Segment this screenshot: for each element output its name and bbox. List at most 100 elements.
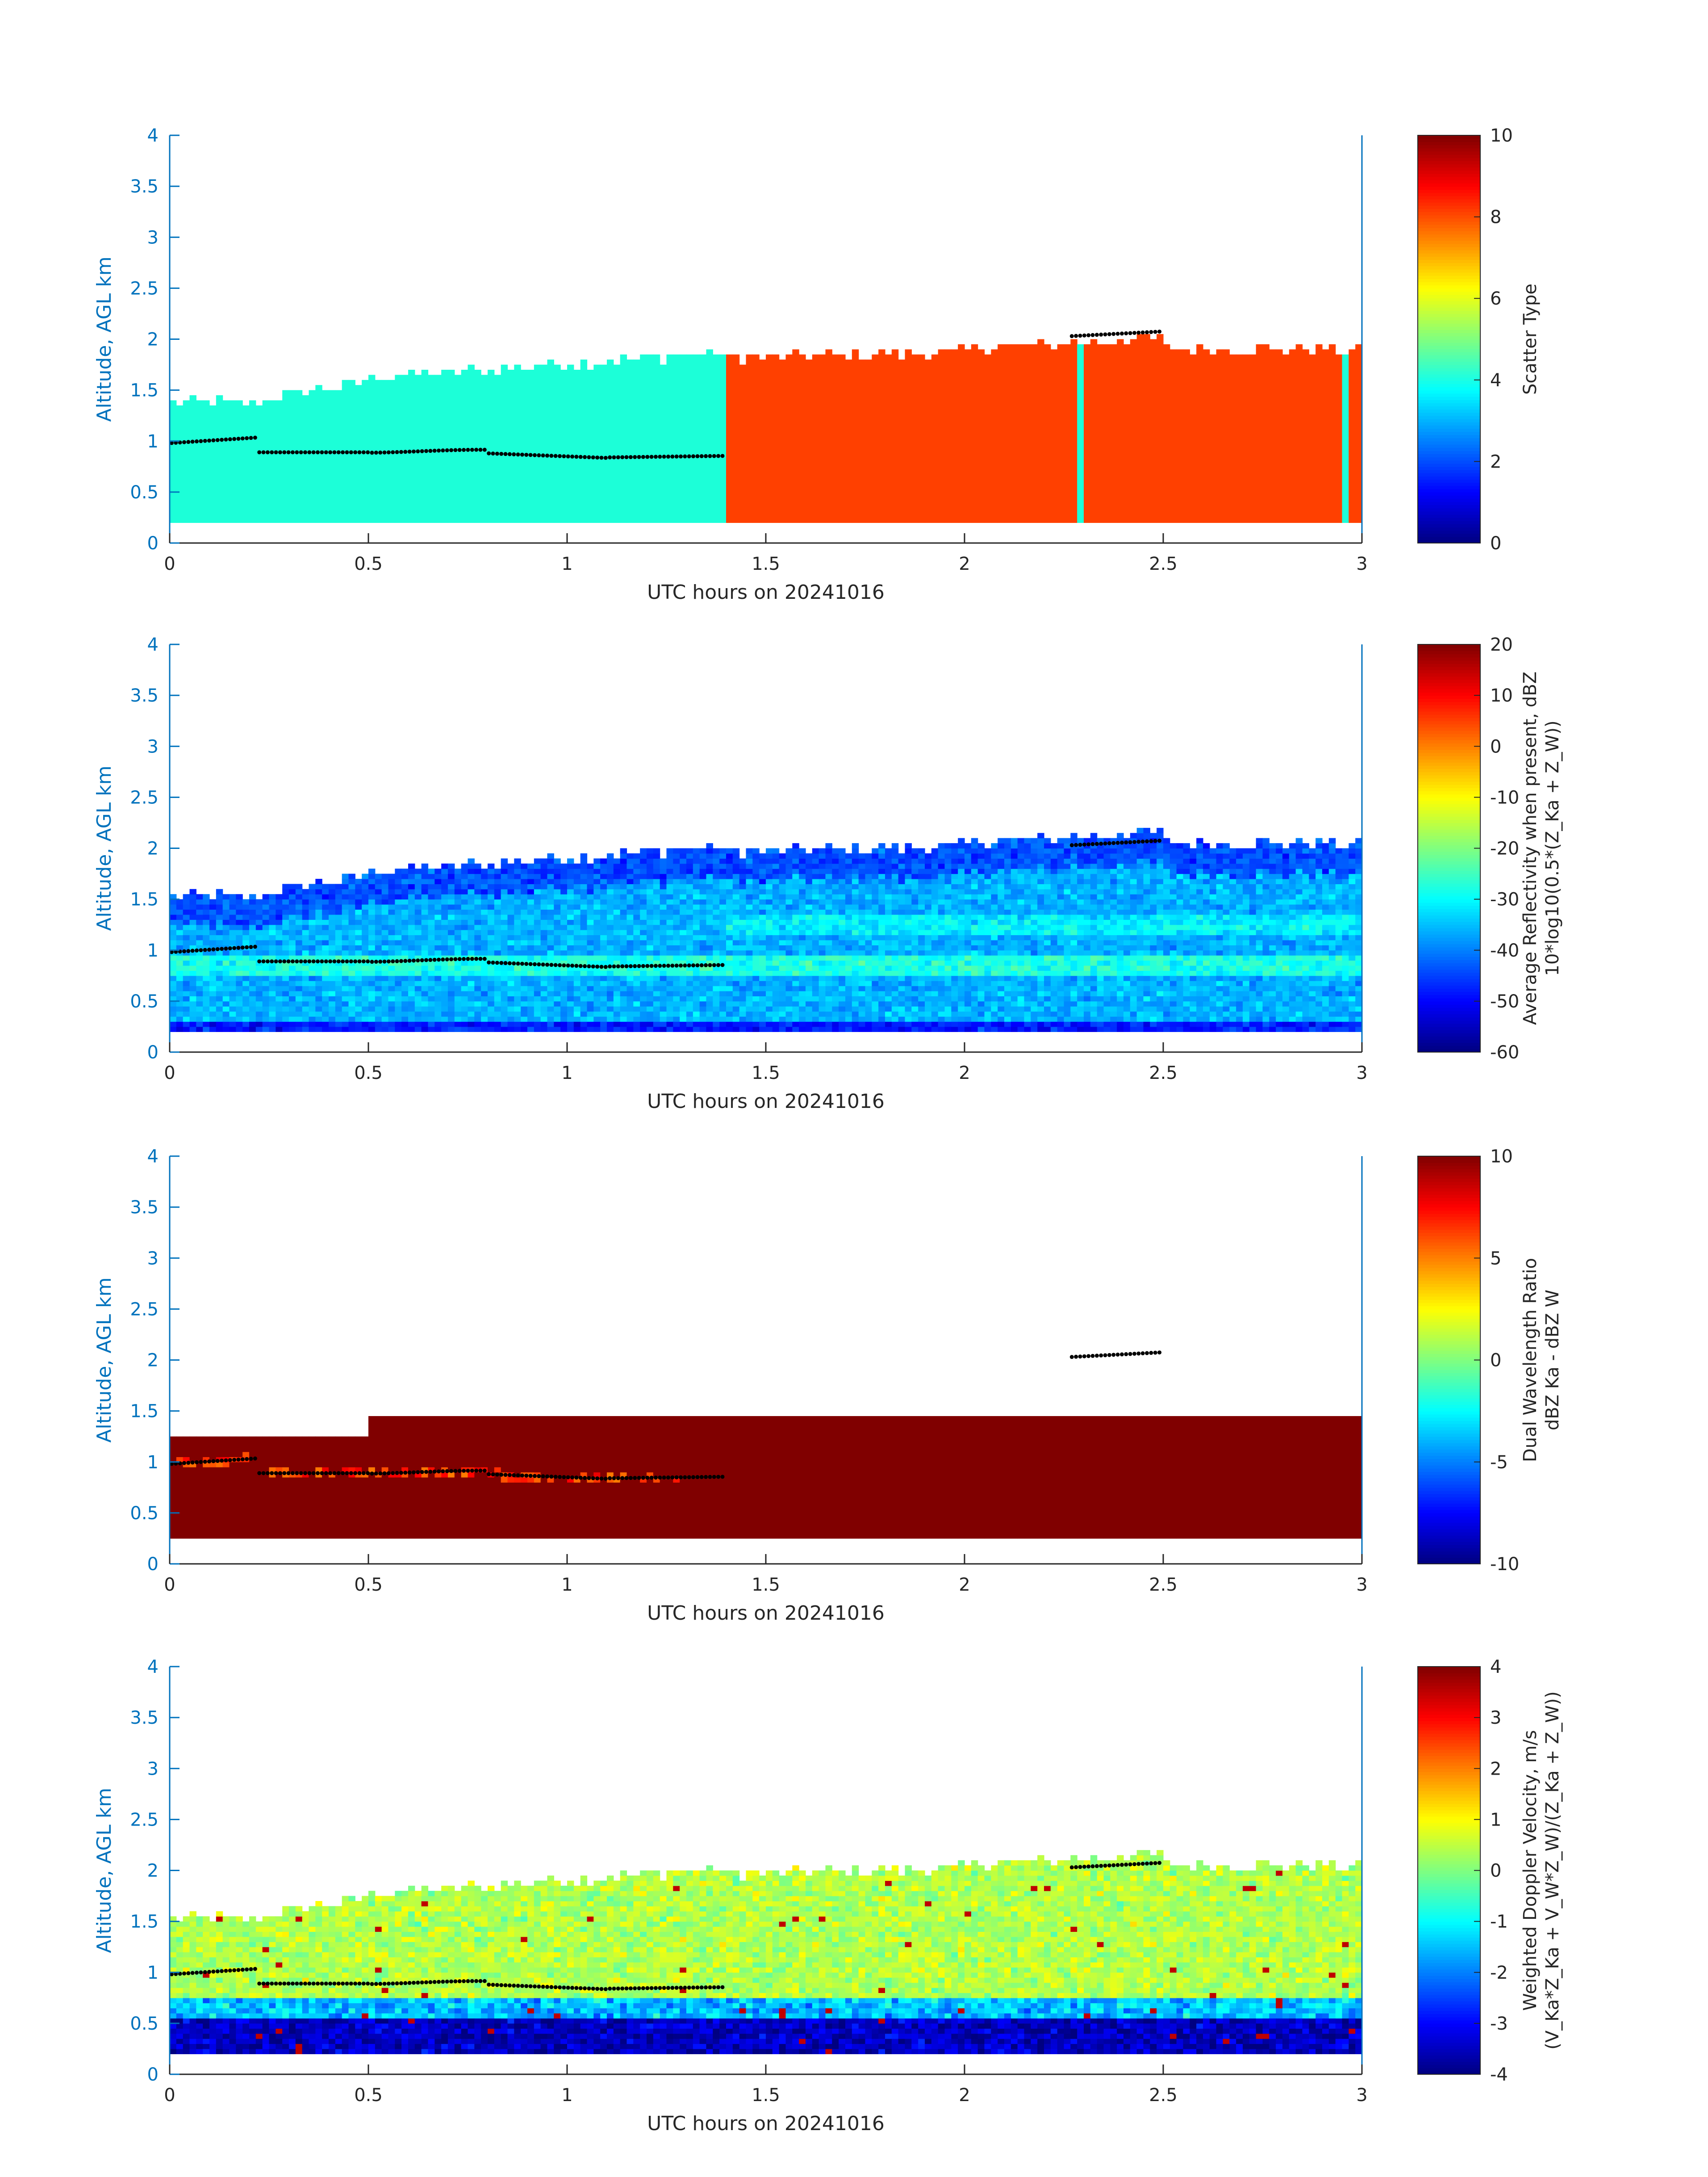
heatmap-cell [329,502,336,508]
heatmap-cell [289,426,296,431]
heatmap-cell [441,497,448,503]
heatmap-cell [567,461,574,467]
heatmap-cell [766,364,773,370]
heatmap-cell [395,421,402,426]
heatmap-cell [785,487,793,493]
heatmap-cell [799,430,806,436]
heatmap-cell [726,482,733,488]
heatmap-cell [573,502,581,508]
heatmap-cell [1011,395,1018,401]
heatmap-cell [852,385,859,391]
heatmap-cell [521,482,528,488]
heatmap-cell [1103,410,1111,416]
heatmap-cell [1031,385,1038,391]
heatmap-cell [1123,472,1131,477]
heatmap-cell [666,497,673,503]
heatmap-cell [911,375,919,380]
heatmap-cell [176,517,184,523]
heatmap-cell [938,497,945,503]
heatmap-cell [322,405,329,411]
heatmap-cell [1123,497,1131,503]
heatmap-cell [1190,390,1197,396]
heatmap-cell [322,446,329,452]
heatmap-cell [428,461,435,467]
heatmap-cell [474,487,481,493]
heatmap-cell [898,456,906,462]
heatmap-cell [1024,487,1031,493]
heatmap-cell [951,512,958,518]
heatmap-cell [852,502,859,508]
heatmap-cell [209,426,217,431]
heatmap-cell [647,512,654,518]
heatmap-cell [1183,359,1190,365]
heatmap-cell [395,405,402,411]
heatmap-cell [878,349,885,355]
heatmap-cell [580,400,588,406]
heatmap-cell [1037,451,1044,457]
heatmap-cell [746,517,753,523]
heatmap-cell [626,415,634,421]
heatmap-cell [1044,385,1051,391]
heatmap-cell [414,476,422,482]
heatmap-cell [1110,364,1117,370]
heatmap-cell [540,472,548,477]
heatmap-cell [911,359,919,365]
heatmap-cell [812,482,819,488]
heatmap-cell [660,436,667,442]
heatmap-cell [362,405,369,411]
heatmap-cell [719,410,727,416]
heatmap-cell [580,507,588,513]
heatmap-cell [1077,451,1084,457]
heatmap-cell [1070,421,1077,426]
heatmap-cell [1203,415,1210,421]
heatmap-cell [560,446,568,452]
heatmap-cell [567,512,574,518]
heatmap-cell [1077,395,1084,401]
heatmap-cell [587,466,594,472]
heatmap-cell [699,492,707,497]
heatmap-cell [309,410,316,416]
heatmap-cell [832,421,839,426]
heatmap-cell [812,436,819,442]
heatmap-cell [488,492,495,497]
heatmap-cell [944,487,952,493]
heatmap-cell [965,426,972,431]
heatmap-cell [660,502,667,508]
heatmap-cell [388,385,395,391]
heatmap-cell [799,512,806,518]
heatmap-cell [732,375,740,380]
heatmap-cell [1209,456,1217,462]
heatmap-cell [825,461,832,467]
heatmap-cell [474,482,481,488]
heatmap-cell [1136,364,1144,370]
heatmap-cell [1064,497,1071,503]
heatmap-cell [971,446,978,452]
heatmap-cell [1117,497,1124,503]
heatmap-cell [1004,441,1011,447]
heatmap-cell [222,461,230,467]
heatmap-cell [255,410,263,416]
heatmap-cell [607,446,614,452]
heatmap-cell [719,441,727,447]
heatmap-cell [547,426,554,431]
heatmap-cell [295,466,303,472]
heatmap-cell [1223,492,1230,497]
heatmap-cell [812,487,819,493]
heatmap-cell [944,451,952,457]
heatmap-cell [1024,405,1031,411]
heatmap-cell [680,390,687,396]
heatmap-cell [732,441,740,447]
heatmap-cell [640,476,647,482]
heatmap-cell [693,390,700,396]
heatmap-cell [567,497,574,503]
heatmap-cell [375,446,382,452]
heatmap-cell [1183,456,1190,462]
heatmap-cell [1143,502,1150,508]
heatmap-cell [699,461,707,467]
heatmap-cell [1183,415,1190,421]
heatmap-cell [560,400,568,406]
heatmap-cell [958,487,965,493]
heatmap-cell [620,390,627,396]
heatmap-cell [971,344,978,350]
heatmap-cell [693,461,700,467]
